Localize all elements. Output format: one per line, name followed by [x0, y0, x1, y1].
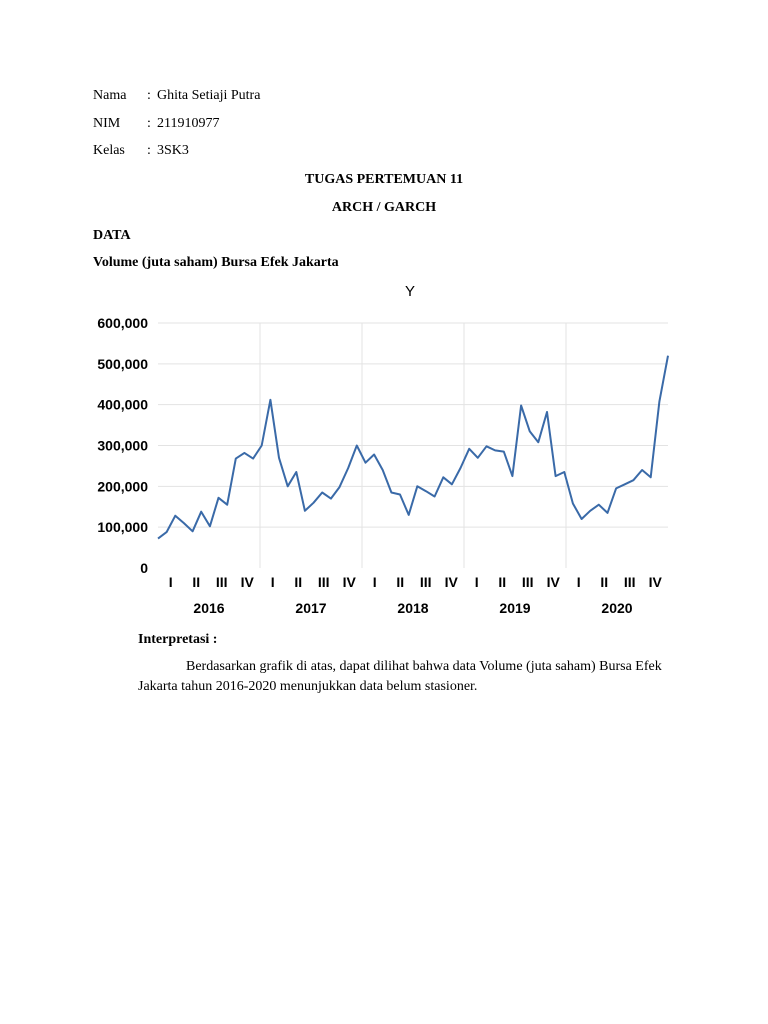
year-dividers [259, 323, 567, 568]
class-value: 3SK3 [157, 143, 189, 158]
quarter-tick-label: I [169, 574, 173, 590]
quarter-tick-label: II [396, 574, 404, 590]
nim-row: NIM:211910977 [93, 116, 219, 132]
interpretation-heading: Interpretasi : [138, 632, 218, 647]
y-tick-label: 300,000 [97, 438, 148, 454]
year-tick-label: 2019 [499, 600, 530, 616]
quarter-ticks: I II III IV I II III IV I II III IV I II III IV I II III IV [169, 574, 663, 590]
year-ticks: 2016 2017 2018 2019 2020 [193, 600, 632, 616]
document-title: TUGAS PERTEMUAN 11 [304, 172, 464, 187]
quarter-tick-label: IV [343, 574, 357, 590]
name-separator: : [147, 88, 151, 103]
quarter-tick-label: II [192, 574, 200, 590]
quarter-tick-label: II [498, 574, 506, 590]
class-label: Kelas [93, 143, 125, 158]
quarter-tick-label: IV [241, 574, 255, 590]
quarter-tick-label: I [373, 574, 377, 590]
y-tick-label: 500,000 [97, 356, 148, 372]
name-row: Nama: Ghita Setiaji Putra [93, 88, 260, 104]
y-tick-label: 200,000 [97, 478, 148, 494]
y-tick-label: 400,000 [97, 397, 148, 413]
interpretation-body: Berdasarkan grafik di atas, dapat diliha… [138, 659, 662, 694]
y-tick-label: 100,000 [97, 519, 148, 535]
quarter-tick-label: II [600, 574, 608, 590]
chart-title: Y [405, 283, 415, 300]
quarter-tick-label: IV [445, 574, 459, 590]
document-subtitle: ARCH / GARCH [331, 200, 437, 215]
class-row: Kelas:3SK3 [93, 143, 189, 159]
volume-line-chart: Y 0 100,000 200,000 300,000 400,000 500,000 60… [97, 283, 669, 616]
quarter-tick-label: III [318, 574, 330, 590]
year-tick-label: 2018 [397, 600, 428, 616]
nim-separator: : [147, 116, 151, 131]
name-value: Ghita Setiaji Putra [157, 88, 261, 103]
quarter-tick-label: III [624, 574, 636, 590]
year-tick-label: 2016 [193, 600, 224, 616]
section-heading: DATA [93, 228, 131, 243]
nim-value: 211910977 [157, 116, 220, 131]
y-tick-label: 600,000 [97, 315, 148, 331]
section-subheading: Volume (juta saham) Bursa Efek Jakarta [93, 255, 339, 270]
series-line-y [157, 355, 669, 540]
name-label: Nama [93, 88, 127, 103]
nim-label: NIM [93, 116, 121, 131]
year-tick-label: 2020 [601, 600, 632, 616]
quarter-tick-label: I [475, 574, 479, 590]
quarter-tick-label: I [577, 574, 581, 590]
class-separator: : [147, 143, 151, 158]
quarter-tick-label: III [420, 574, 432, 590]
quarter-tick-label: III [216, 574, 228, 590]
y-tick-label: 0 [140, 560, 148, 576]
quarter-tick-label: I [271, 574, 275, 590]
quarter-tick-label: IV [649, 574, 663, 590]
gridlines [158, 322, 668, 528]
year-tick-label: 2017 [295, 600, 326, 616]
quarter-tick-label: II [294, 574, 302, 590]
quarter-tick-label: III [522, 574, 534, 590]
quarter-tick-label: IV [547, 574, 561, 590]
y-axis-ticks: 0 100,000 200,000 300,000 400,000 500,000 600,… [97, 315, 148, 576]
